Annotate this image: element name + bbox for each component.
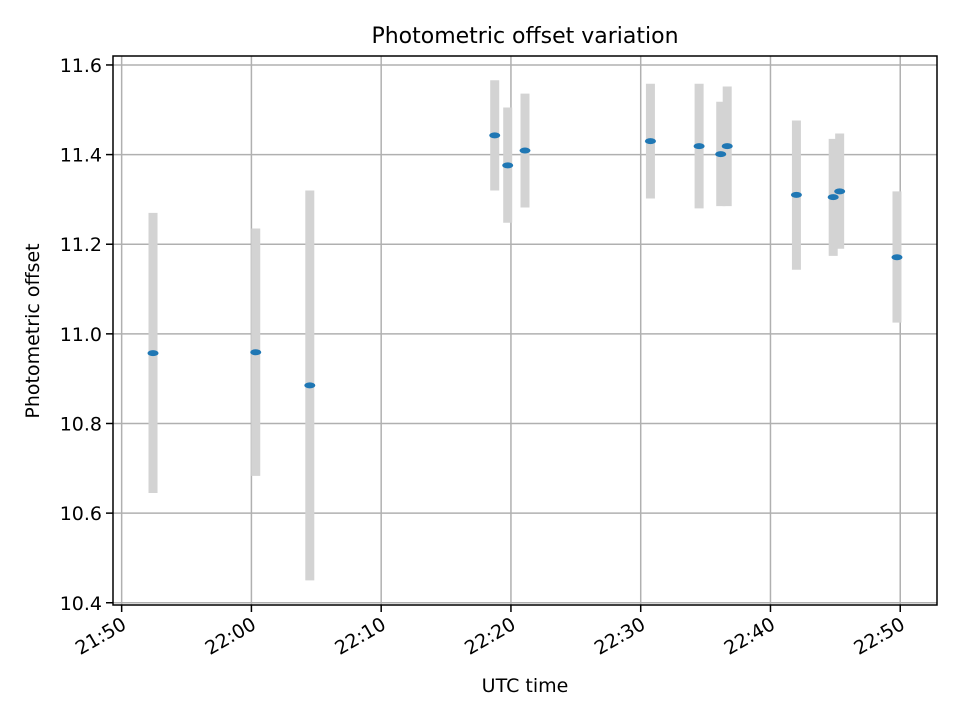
y-tick-label: 11.6 [60, 55, 102, 77]
data-point [834, 188, 846, 195]
data-point [304, 382, 316, 389]
data-points [147, 132, 903, 389]
chart-title: Photometric offset variation [371, 24, 678, 49]
y-tick-label: 11.4 [60, 145, 102, 167]
data-point [502, 162, 514, 169]
y-axis-ticks: 10.4 10.6 10.8 11.0 11.2 11.4 11.6 [60, 55, 113, 615]
y-tick-label: 11.2 [60, 234, 102, 256]
data-point [250, 349, 262, 356]
y-tick-label: 10.6 [60, 503, 102, 525]
data-point [644, 138, 656, 145]
data-point [790, 191, 802, 198]
y-tick-label: 10.4 [60, 593, 102, 615]
data-point [891, 254, 903, 261]
data-point [147, 350, 159, 357]
data-point [519, 147, 531, 154]
data-point [721, 143, 733, 150]
x-axis-label: UTC time [482, 675, 569, 697]
y-tick-label: 10.8 [60, 413, 102, 435]
data-point [715, 151, 727, 158]
plot-frame [112, 55, 938, 606]
y-axis-label: Photometric offset [22, 243, 44, 418]
data-point [693, 143, 705, 150]
data-point [827, 194, 839, 201]
y-tick-label: 11.0 [60, 324, 102, 346]
data-point [489, 132, 501, 139]
